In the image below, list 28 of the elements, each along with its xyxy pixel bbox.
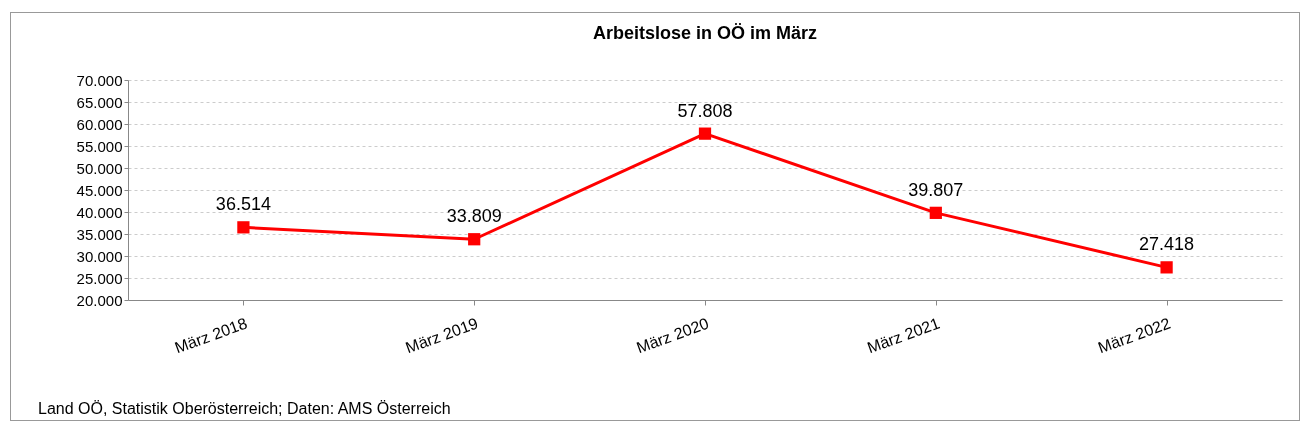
point: [698, 127, 712, 140]
data-label: 27.418: [1139, 234, 1195, 255]
y-tick-label: 65.000: [76, 93, 123, 111]
y-tick-label: 25.000: [76, 269, 123, 287]
point: [468, 233, 481, 246]
x-tick-label: März 2018: [172, 314, 250, 357]
point: [929, 206, 942, 219]
x-tick-label: März 2020: [634, 314, 712, 357]
data-label: 39.807: [908, 179, 964, 200]
y-tick-label: 60.000: [76, 115, 123, 133]
chart-title: Arbeitslose in OÖ im März: [592, 23, 818, 43]
y-tick-label: 70.000: [76, 71, 123, 89]
data-label: 36.514: [215, 194, 271, 215]
y-tick-label: 45.000: [76, 181, 123, 199]
x-tick-label: März 2021: [864, 314, 942, 357]
y-tick-label: 20.000: [76, 291, 123, 309]
point: [237, 221, 250, 234]
x-tick-label: März 2022: [1095, 314, 1173, 357]
text: Land OÖ, Statistik Oberösterreich; Daten: AMS Österreich: [38, 400, 451, 418]
data-label: 33.809: [446, 206, 502, 227]
point: [1160, 261, 1173, 274]
x-tick-label: März 2019: [403, 314, 481, 357]
y-tick-label: 55.000: [76, 137, 123, 155]
y-tick-label: 50.000: [76, 159, 123, 177]
y-tick-label: 30.000: [76, 247, 123, 265]
y-tick-label: 35.000: [76, 225, 123, 243]
data-label: 57.808: [677, 100, 733, 121]
y-tick-label: 40.000: [76, 203, 123, 221]
